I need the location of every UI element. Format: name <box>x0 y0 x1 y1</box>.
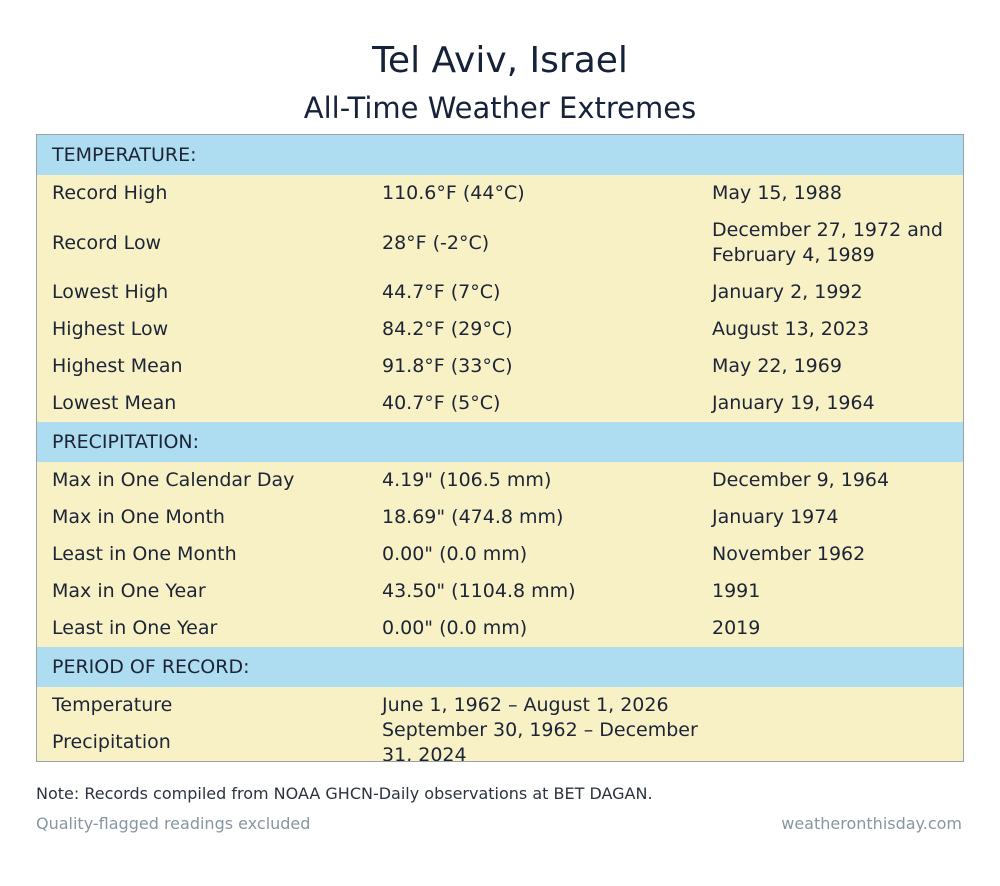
extremes-table: TEMPERATURE: Record High 110.6°F (44°C) … <box>36 134 964 762</box>
row-value: 84.2°F (29°C) <box>382 318 513 340</box>
row-label: Max in One Calendar Day <box>52 469 295 491</box>
row-value: June 1, 1962 – August 1, 2026 <box>382 694 669 716</box>
row-label: Record Low <box>52 232 162 254</box>
row-date: May 22, 1969 <box>712 355 842 377</box>
row-value: September 30, 1962 – December 31, 2024 <box>382 719 698 762</box>
table-row: Highest Low 84.2°F (29°C) August 13, 202… <box>37 311 963 348</box>
row-value: 4.19" (106.5 mm) <box>382 469 552 491</box>
row-date: August 13, 2023 <box>712 318 870 340</box>
row-date: January 2, 1992 <box>712 281 863 303</box>
page-subtitle: All-Time Weather Extremes <box>303 91 697 125</box>
row-value: 43.50" (1104.8 mm) <box>382 580 576 602</box>
table-row: Max in One Month 18.69" (474.8 mm) Janua… <box>37 499 963 536</box>
row-label: Lowest High <box>52 281 169 303</box>
row-label: Least in One Year <box>52 617 218 639</box>
table-row: Max in One Calendar Day 4.19" (106.5 mm)… <box>37 462 963 499</box>
table-row: Temperature June 1, 1962 – August 1, 202… <box>37 687 963 724</box>
row-value: 110.6°F (44°C) <box>382 182 525 204</box>
row-date: November 1962 <box>712 543 866 565</box>
row-label: Max in One Year <box>52 580 206 602</box>
table-row: Least in One Year 0.00" (0.0 mm) 2019 <box>37 610 963 647</box>
row-date: January 1974 <box>712 506 839 528</box>
row-label: Precipitation <box>52 731 171 753</box>
row-value: 40.7°F (5°C) <box>382 392 501 414</box>
row-value: 0.00" (0.0 mm) <box>382 617 528 639</box>
table-row: Record Low 28°F (-2°C) December 27, 1972… <box>37 212 963 274</box>
row-value: 91.8°F (33°C) <box>382 355 513 377</box>
row-value: 0.00" (0.0 mm) <box>382 543 528 565</box>
row-label: Record High <box>52 182 168 204</box>
section-header-precipitation: PRECIPITATION: <box>37 422 963 462</box>
table-row: Lowest High 44.7°F (7°C) January 2, 1992 <box>37 274 963 311</box>
table-row: Record High 110.6°F (44°C) May 15, 1988 <box>37 175 963 212</box>
row-value: 18.69" (474.8 mm) <box>382 506 564 528</box>
table-row: Highest Mean 91.8°F (33°C) May 22, 1969 <box>37 348 963 385</box>
section-header-period-of-record: PERIOD OF RECORD: <box>37 647 963 687</box>
footer-caption: Quality-flagged readings excluded <box>36 814 311 833</box>
table-row: Least in One Month 0.00" (0.0 mm) Novemb… <box>37 536 963 573</box>
table-row: Precipitation September 30, 1962 – Decem… <box>37 719 963 761</box>
row-label: Least in One Month <box>52 543 237 565</box>
row-label: Highest Mean <box>52 355 183 377</box>
table-row: Lowest Mean 40.7°F (5°C) January 19, 196… <box>37 385 963 422</box>
row-date: 1991 <box>712 580 761 602</box>
row-label: Lowest Mean <box>52 392 177 414</box>
row-value: 44.7°F (7°C) <box>382 281 501 303</box>
section-header-temperature: TEMPERATURE: <box>37 135 963 175</box>
row-label: Temperature <box>52 694 173 716</box>
row-date: 2019 <box>712 617 761 639</box>
page-title: Tel Aviv, Israel <box>372 40 628 81</box>
table-row: Max in One Year 43.50" (1104.8 mm) 1991 <box>37 573 963 610</box>
row-date: December 27, 1972 and February 4, 1989 <box>712 219 943 266</box>
row-date: May 15, 1988 <box>712 182 842 204</box>
row-label: Max in One Month <box>52 506 225 528</box>
footer-source: weatheronthisday.com <box>781 814 962 833</box>
row-date: January 19, 1964 <box>712 392 875 414</box>
footnote: Note: Records compiled from NOAA GHCN-Da… <box>36 784 653 803</box>
row-date: December 9, 1964 <box>712 469 890 491</box>
row-value: 28°F (-2°C) <box>382 232 490 254</box>
row-label: Highest Low <box>52 318 169 340</box>
